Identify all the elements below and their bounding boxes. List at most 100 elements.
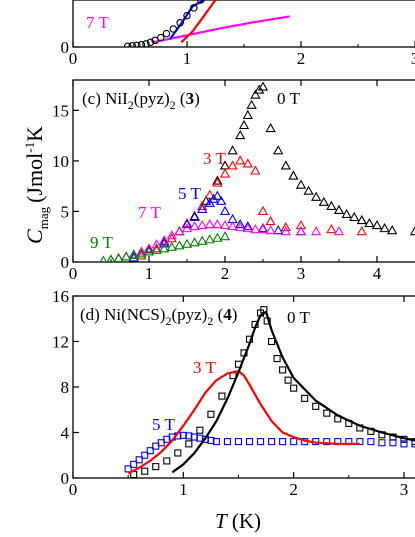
x-tick-label: 1 [183,49,192,68]
panel-title: (c) NiI2(pyz)2 (3) [82,89,200,112]
data-point [295,219,307,230]
data-point [387,225,398,235]
data-point [400,440,408,448]
data-point [242,223,253,233]
data-point [189,237,200,247]
data-point [295,226,307,236]
data-point [141,467,149,475]
data-point [128,41,137,47]
data-point [379,223,390,233]
data-point [113,252,124,262]
x-axis-label: T (K) [215,509,261,533]
data-point [212,232,223,242]
data-point [356,438,364,446]
series-line [171,310,415,474]
data-point [135,456,143,464]
data-point [159,243,170,253]
data-point [318,196,329,206]
data-point [174,240,185,250]
data-point [212,175,223,185]
data-point [218,392,226,400]
x-tick-label: 1 [179,480,188,499]
data-point [212,438,220,446]
x-tick-label: 1 [145,264,154,283]
data-point [235,218,246,229]
data-point [216,195,227,205]
data-point [323,438,331,446]
data-point [143,246,155,256]
series-annotation: 5 T [152,415,175,434]
data-point [159,238,170,248]
data-point [166,230,177,240]
data-point [219,231,231,241]
data-point [124,465,132,473]
data-point [128,249,139,259]
x-tick-label: 2 [221,264,230,283]
data-point [212,190,223,200]
data-point [326,200,337,210]
data-point [273,225,284,235]
data-point [190,4,198,12]
panel-title: (d) Ni(NCS)2(pyz)2 (4) [80,305,237,328]
data-point [151,36,159,45]
data-point [235,155,246,165]
data-point [196,426,204,434]
data-point [204,234,215,244]
data-point [183,11,191,20]
data-point [227,160,238,170]
x-tick-label: 3 [400,480,409,499]
series-annotation: 7 T [86,13,109,32]
data-point [242,158,253,168]
data-point [121,251,132,261]
data-point [146,38,155,47]
series-annotation: 9 T [90,233,113,252]
series-annotation: 7 T [138,203,161,222]
y-tick-label: 0 [61,469,70,488]
y-axis-label: Cmag(Jmol-1K [22,126,51,244]
data-point [290,438,298,446]
data-point [142,40,150,47]
series-annotation: 5 T [178,184,201,203]
data-point [295,179,307,189]
data-point [136,246,147,256]
data-point [250,165,261,175]
data-point [157,33,165,42]
data-point [378,439,386,447]
data-point [254,84,265,94]
y-tick-label: 15 [52,101,69,120]
data-point [223,438,232,446]
data-point [189,211,200,222]
data-point [219,168,231,178]
data-point [268,438,276,446]
data-point [333,204,345,214]
data-point [246,99,257,109]
data-point [152,463,160,471]
data-point [146,447,154,455]
data-point [279,366,287,374]
data-point [162,29,171,38]
data-point [181,218,193,229]
data-point [284,376,292,384]
data-point [250,224,261,234]
data-point [265,225,276,235]
data-point [371,219,383,230]
plot-frame [72,79,415,263]
x-tick-label: 0 [69,49,78,68]
data-point [185,440,193,448]
data-point [323,409,331,417]
data-point [256,438,265,446]
data-point [257,205,269,215]
data-point [136,248,147,258]
data-point [181,223,193,233]
data-point [128,252,139,262]
data-point [174,226,185,236]
data-point [341,208,352,219]
data-point [367,438,375,446]
data-point [123,42,132,47]
series-annotation: 3 T [193,358,216,377]
data-point [189,220,200,231]
data-point [166,241,177,251]
data-point [174,449,182,457]
data-point [196,0,205,4]
